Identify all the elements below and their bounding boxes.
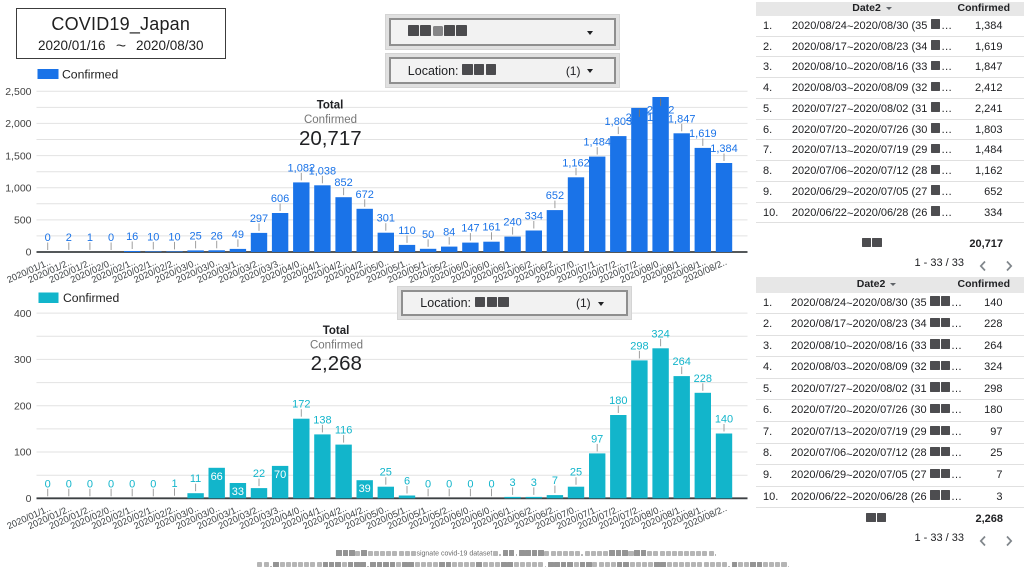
svg-text:500: 500	[14, 215, 32, 227]
svg-text:300: 300	[14, 354, 32, 366]
svg-text:0: 0	[446, 478, 452, 490]
svg-text:33: 33	[232, 486, 244, 498]
svg-text:147: 147	[461, 223, 479, 235]
svg-text:25: 25	[189, 230, 201, 242]
svg-text:140: 140	[715, 414, 733, 426]
svg-text:16: 16	[126, 231, 138, 243]
svg-text:172: 172	[292, 399, 310, 411]
svg-text:0: 0	[26, 247, 32, 259]
svg-text:3: 3	[510, 477, 516, 489]
svg-text:297: 297	[250, 213, 268, 225]
svg-text:1,082: 1,082	[288, 162, 316, 174]
svg-text:0: 0	[108, 478, 114, 490]
svg-text:11: 11	[190, 473, 201, 485]
svg-text:0: 0	[45, 478, 51, 490]
svg-text:264: 264	[673, 356, 691, 368]
svg-text:Total: Total	[317, 100, 344, 112]
svg-text:0: 0	[87, 478, 93, 490]
svg-text:1,384: 1,384	[710, 143, 738, 155]
svg-text:0: 0	[425, 478, 431, 490]
svg-text:1,000: 1,000	[5, 182, 31, 194]
svg-text:1,500: 1,500	[5, 150, 31, 162]
svg-text:Confirmed: Confirmed	[310, 340, 363, 352]
svg-text:1,038: 1,038	[309, 165, 337, 177]
svg-text:116: 116	[335, 425, 353, 437]
svg-text:400: 400	[14, 308, 32, 320]
svg-text:0: 0	[108, 232, 114, 244]
svg-text:240: 240	[503, 217, 521, 229]
svg-text:180: 180	[609, 395, 627, 407]
svg-text:84: 84	[443, 227, 455, 239]
svg-text:138: 138	[313, 414, 331, 426]
svg-text:1: 1	[171, 478, 177, 490]
svg-text:2,000: 2,000	[5, 118, 31, 130]
svg-text:672: 672	[356, 189, 374, 201]
svg-text:0: 0	[26, 493, 32, 505]
svg-text:25: 25	[380, 467, 392, 479]
svg-text:Confirmed: Confirmed	[304, 114, 357, 126]
svg-text:1,847: 1,847	[668, 113, 696, 125]
svg-text:66: 66	[211, 471, 223, 483]
svg-text:1,619: 1,619	[689, 128, 717, 140]
svg-text:70: 70	[274, 469, 286, 481]
svg-text:334: 334	[525, 211, 543, 223]
svg-text:298: 298	[630, 340, 648, 352]
svg-text:10: 10	[147, 231, 159, 243]
svg-text:324: 324	[651, 328, 669, 340]
svg-text:20,717: 20,717	[299, 127, 362, 150]
svg-text:606: 606	[271, 193, 289, 205]
svg-text:1,484: 1,484	[583, 137, 611, 149]
svg-text:0: 0	[150, 478, 156, 490]
svg-text:22: 22	[253, 468, 265, 480]
svg-text:0: 0	[129, 478, 135, 490]
svg-text:1: 1	[87, 232, 93, 244]
svg-text:852: 852	[334, 177, 352, 189]
svg-text:0: 0	[467, 478, 473, 490]
svg-text:1,803: 1,803	[605, 116, 633, 128]
svg-text:Total: Total	[323, 325, 350, 337]
svg-text:0: 0	[488, 478, 494, 490]
svg-text:3: 3	[531, 477, 537, 489]
svg-text:161: 161	[482, 222, 500, 234]
svg-text:39: 39	[359, 483, 371, 495]
svg-text:2,268: 2,268	[311, 352, 362, 375]
svg-text:7: 7	[552, 475, 558, 487]
svg-text:26: 26	[211, 230, 223, 242]
svg-text:652: 652	[546, 190, 564, 202]
svg-text:Confirmed: Confirmed	[62, 67, 118, 81]
svg-text:1,162: 1,162	[562, 157, 590, 169]
svg-text:10: 10	[168, 231, 180, 243]
svg-text:49: 49	[232, 229, 244, 241]
svg-text:97: 97	[591, 433, 603, 445]
svg-text:0: 0	[45, 232, 51, 244]
svg-text:100: 100	[14, 447, 32, 459]
svg-text:2: 2	[66, 232, 72, 244]
svg-text:2,500: 2,500	[5, 86, 31, 98]
svg-text:25: 25	[570, 467, 582, 479]
svg-text:110: 110	[398, 225, 416, 237]
svg-text:Confirmed: Confirmed	[63, 291, 119, 305]
svg-text:228: 228	[694, 373, 712, 385]
svg-text:200: 200	[14, 400, 32, 412]
svg-text:301: 301	[377, 213, 395, 225]
svg-text:0: 0	[66, 478, 72, 490]
svg-text:50: 50	[422, 229, 434, 241]
svg-text:6: 6	[404, 476, 410, 488]
